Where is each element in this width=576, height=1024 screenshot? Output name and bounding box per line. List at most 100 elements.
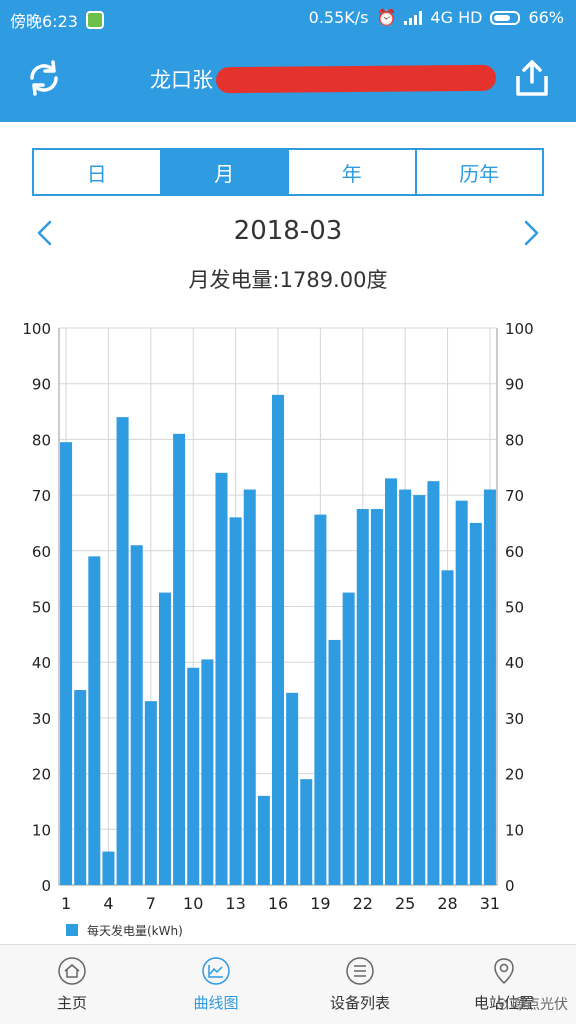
status-time: 傍晚6:23 [10,12,78,31]
bar-day-16 [271,394,285,885]
period-label: 2018-03 [233,216,343,246]
y-tick-label-left: 0 [41,877,51,895]
battery-icon [490,10,521,25]
y-tick-label-left: 100 [22,320,51,338]
bar-day-27 [427,481,440,885]
app-notification-icon [85,11,104,29]
y-tick-label-left: 50 [32,599,51,617]
nav-home[interactable]: 主页 [0,945,144,1024]
bar-day-9 [173,433,186,885]
legend-label: 每天发电量(kWh) [87,923,183,938]
station-name: 龙口张 [150,68,213,92]
nav-home-label: 主页 [56,994,87,1012]
x-tick-label: 16 [268,894,288,913]
status-bar: 傍晚6:23 0.55K/s ⏰ 4G HD 66% [0,0,576,36]
bar-day-8 [158,592,171,885]
bar-day-19 [314,514,327,885]
refresh-icon[interactable] [24,58,64,98]
watermark-text: 曝点光伏 [512,997,568,1013]
wechat-icon: ◎ [495,996,508,1012]
nav-chart[interactable]: 曲线图 [144,945,288,1024]
monthly-generation-summary: 月发电量:1789.00度 [188,268,388,292]
battery-level: 66% [528,8,564,27]
bar-day-17 [286,692,299,885]
x-tick-label: 7 [146,894,156,913]
status-right: 0.55K/s ⏰ 4G HD 66% [309,8,564,27]
y-tick-label-right: 100 [505,320,534,338]
bar-day-25 [399,489,412,885]
bar-day-26 [413,495,426,885]
y-tick-label-left: 80 [32,431,51,449]
bar-day-2 [74,690,87,885]
tab-month[interactable]: 月 [161,150,289,194]
tab-year[interactable]: 年 [289,150,417,194]
y-tick-label-right: 20 [505,766,524,784]
bar-day-22 [356,509,369,885]
y-tick-label-left: 40 [32,654,51,672]
y-tick-label-right: 90 [505,376,524,394]
redaction-mark [215,64,497,94]
x-tick-label: 31 [480,894,500,913]
bar-day-13 [229,517,242,885]
list-icon [346,957,374,985]
bar-day-10 [187,667,200,885]
network-speed: 0.55K/s [308,8,369,27]
bottom-navigation: 主页 曲线图 设备列表 电站位置 ◎ 曝点光伏 [0,944,576,1024]
bar-day-24 [385,478,398,885]
location-icon [494,958,514,985]
y-tick-label-left: 70 [32,487,51,505]
bar-day-29 [455,500,468,885]
y-tick-label-right: 80 [505,431,524,449]
bar-day-14 [243,489,256,885]
y-tick-label-right: 40 [505,654,524,672]
previous-period-icon[interactable] [30,218,60,248]
bar-day-31 [483,489,496,885]
title-bar: 龙口张 [0,36,576,122]
tab-all-years[interactable]: 历年 [459,161,500,186]
nav-device-list-label: 设备列表 [329,994,390,1012]
nav-station-location[interactable]: 电站位置 [432,945,576,1024]
next-period-icon[interactable] [516,218,546,248]
y-tick-label-right: 60 [505,543,524,561]
y-tick-label-left: 10 [32,821,51,839]
home-icon [58,957,86,985]
y-tick-label-right: 30 [505,710,524,728]
nav-station-location-label: 电站位置 [473,994,534,1012]
network-type: 4G HD [430,8,483,27]
y-tick-label-left: 20 [32,766,51,784]
chart-icon [202,957,230,985]
bar-day-5 [116,417,129,885]
period-tabs: 日 月 年 历年 [32,148,544,196]
y-tick-label-right: 0 [505,877,515,895]
share-icon[interactable] [514,58,550,98]
bar-day-3 [88,556,101,885]
bar-day-15 [257,795,270,885]
bar-day-20 [328,639,341,885]
bar-day-1 [60,442,73,885]
x-tick-label: 22 [353,894,373,913]
bar-day-6 [130,545,143,885]
legend-swatch [66,924,78,936]
x-tick-label: 28 [437,894,457,913]
y-tick-label-right: 70 [505,487,524,505]
bar-day-11 [201,659,214,885]
alarm-icon: ⏰ [376,8,397,27]
y-tick-label-left: 60 [32,543,51,561]
y-tick-label-right: 50 [505,599,524,617]
y-tick-label-right: 10 [505,821,524,839]
bar-day-23 [370,509,383,885]
bar-day-12 [215,472,228,885]
watermark: ◎ 曝点光伏 [496,994,568,1014]
station-title: 龙口张 [150,64,500,96]
nav-device-list[interactable]: 设备列表 [288,945,432,1024]
daily-generation-chart: 0 0 10 10 20 20 30 30 40 40 50 50 60 60 70 70 80 80 90 90 10… [22,320,534,938]
x-tick-label: 1 [61,894,71,913]
tab-day[interactable]: 日 [34,150,162,194]
signal-icon [404,10,423,25]
status-left: 傍晚6:23 [10,8,104,32]
bar-day-21 [342,592,355,885]
bar-day-4 [102,851,115,885]
bar-day-28 [441,570,454,885]
x-tick-label: 4 [103,894,113,913]
x-tick-label: 19 [310,894,330,913]
